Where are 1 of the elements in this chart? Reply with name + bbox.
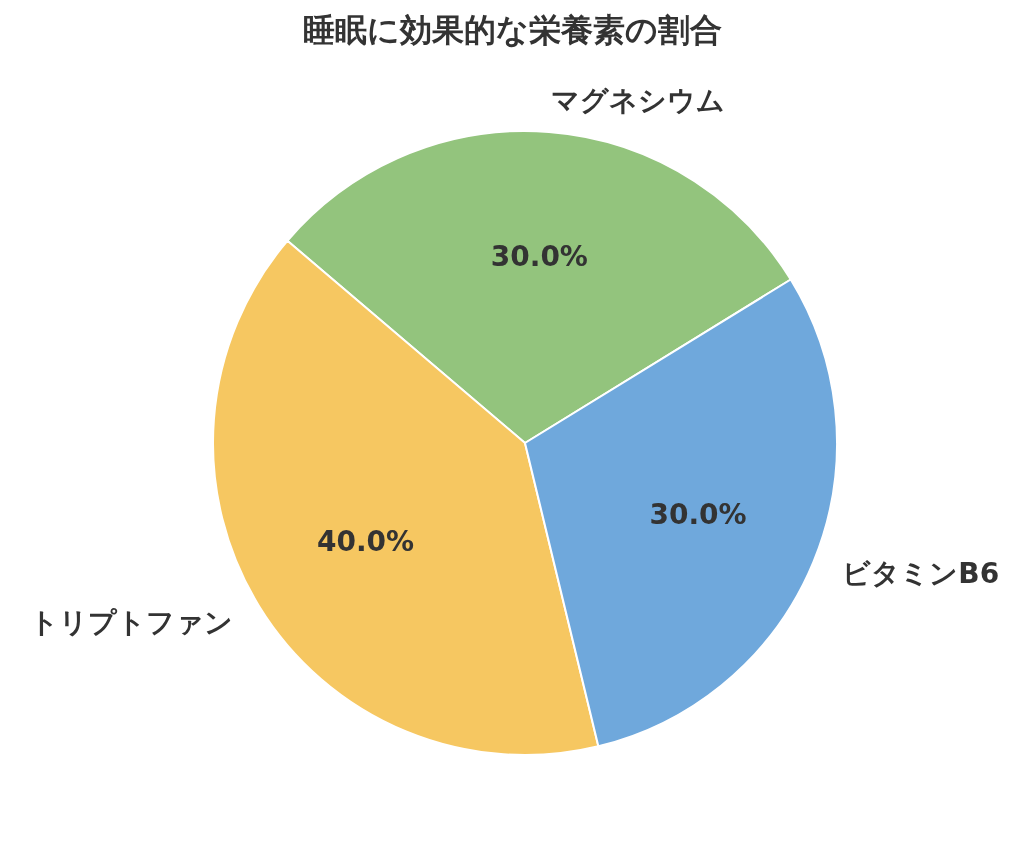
title: 睡眠に効果的な栄養素の割合 — [302, 11, 722, 49]
